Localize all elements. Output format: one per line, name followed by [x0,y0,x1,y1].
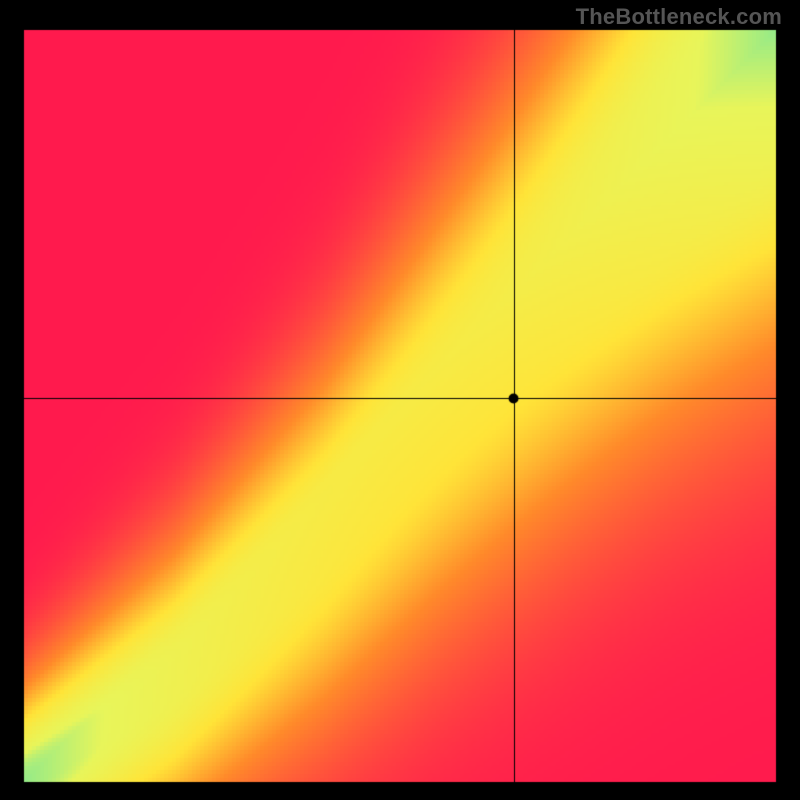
heatmap-canvas [0,0,800,800]
chart-root: TheBottleneck.com [0,0,800,800]
watermark-label: TheBottleneck.com [576,4,782,30]
